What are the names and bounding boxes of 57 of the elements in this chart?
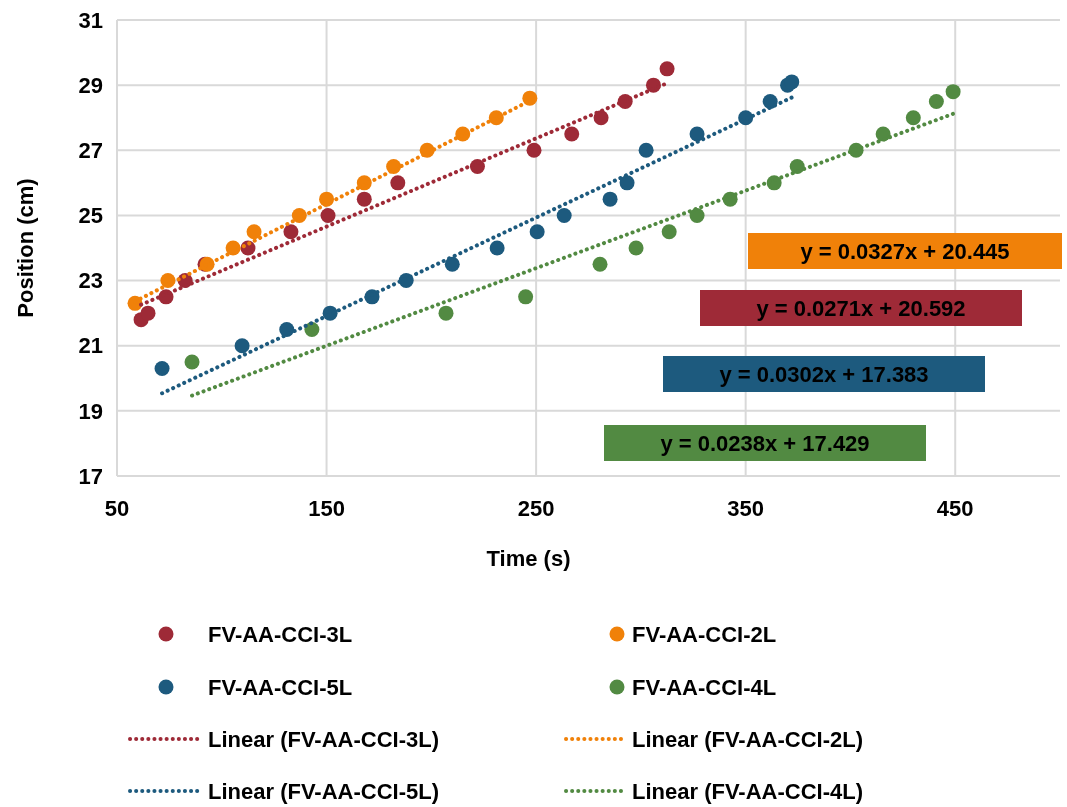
point [320,207,336,223]
point [564,126,580,142]
point [529,224,545,240]
point [905,110,921,126]
annotation: y = 0.0302x + 17.383 [719,361,929,387]
point [522,90,538,106]
x-tick-label: 150 [308,496,345,521]
legend-label: Linear (FV-AA-CCI-5L) [208,778,439,804]
point [489,240,505,256]
legend-label: FV-AA-CCI-3L [208,621,353,647]
point [184,354,200,370]
y-tick-label: 25 [78,203,103,229]
point [661,224,677,240]
point [154,361,170,377]
point [928,93,944,109]
point [592,256,608,272]
point [234,338,250,354]
point [689,126,705,142]
x-tick-label: 50 [104,496,130,521]
point [945,84,961,100]
point [619,175,635,191]
point [246,224,262,240]
legend-label: Linear (FV-AA-CCI-4L) [632,778,863,804]
y-tick-label: 31 [78,7,103,33]
y-tick-label: 27 [78,137,103,163]
point [659,61,675,77]
legend-label: Linear (FV-AA-CCI-2L) [632,726,863,752]
point [283,224,299,240]
point [438,305,454,321]
legend-label: FV-AA-CCI-2L [632,621,777,647]
x-tick-label: 250 [517,496,555,521]
y-axis-title: Position (cm) [13,178,38,318]
annotation: y = 0.0327x + 20.445 [800,238,1010,264]
x-tick-label: 450 [936,496,974,521]
legend-label: FV-AA-CCI-4L [632,674,777,700]
x-tick-label: 350 [727,496,765,521]
point [444,256,460,272]
y-tick-label: 29 [78,72,103,98]
y-tick-label: 21 [78,333,103,359]
point [518,289,534,305]
point [556,207,572,223]
point [602,191,618,207]
point [638,142,654,158]
point [628,240,644,256]
y-tick-label: 23 [78,268,103,294]
point [784,74,800,90]
y-tick-label: 19 [78,398,103,424]
x-axis-title: Time (s) [486,546,571,571]
annotation: y = 0.0271x + 20.592 [756,295,966,321]
y-tick-label: 17 [78,463,103,489]
legend-label: Linear (FV-AA-CCI-3L) [208,726,439,752]
point [390,175,406,191]
point [526,142,542,158]
legend-label: FV-AA-CCI-5L [208,674,353,700]
point [356,191,372,207]
annotation: y = 0.0238x + 17.429 [660,430,870,456]
point [140,305,156,321]
